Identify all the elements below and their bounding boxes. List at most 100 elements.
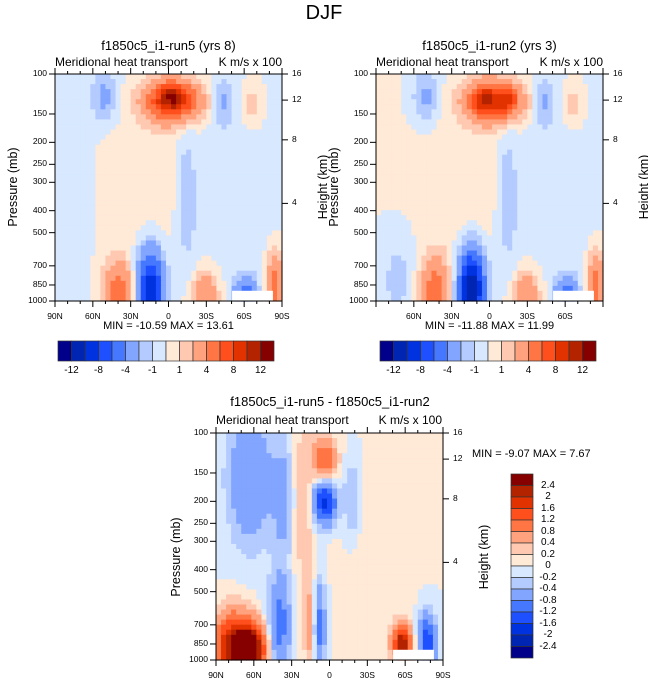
contour-cell (60, 109, 66, 115)
contour-cell (55, 154, 61, 161)
contour-cell (557, 84, 564, 90)
contour-cell (85, 255, 91, 262)
contour-cell (231, 195, 238, 201)
contour-cell (95, 159, 101, 166)
contour-cell (186, 205, 192, 211)
contour-cell (276, 164, 283, 171)
contour-cell (201, 84, 207, 90)
contour-cell (567, 220, 574, 226)
contour-cell (486, 134, 493, 141)
contour-cell (241, 230, 248, 237)
contour-cell (95, 109, 101, 115)
contour-cell (456, 280, 463, 287)
contour-cell (577, 134, 584, 141)
contour-cell (115, 99, 122, 105)
contour-cell (421, 265, 428, 272)
contour-cell (276, 179, 283, 186)
contour-cell (567, 245, 574, 252)
contour-cell (80, 74, 86, 80)
contour-cell (476, 215, 483, 221)
contour-cell (352, 483, 358, 490)
contour-cell (377, 453, 384, 459)
contour-cell (75, 215, 81, 221)
contour-cell (231, 468, 237, 474)
contour-cell (406, 230, 412, 237)
contour-cell (196, 205, 202, 211)
contour-cell (582, 154, 589, 161)
contour-cell (316, 438, 323, 444)
contour-cell (251, 508, 257, 515)
contour-cell (502, 159, 508, 166)
contour-cell (512, 159, 518, 166)
contour-cell (60, 195, 66, 201)
contour-cell (352, 438, 358, 444)
contour-cell (537, 190, 544, 196)
contour-cell (431, 159, 438, 166)
contour-cell (271, 164, 278, 171)
contour-cell (411, 190, 417, 196)
contour-cell (522, 215, 528, 221)
contour-cell (562, 215, 569, 221)
contour-cell (125, 270, 132, 277)
contour-cell (256, 453, 262, 459)
contour-cell (567, 210, 574, 216)
contour-cell (502, 129, 508, 136)
contour-cell (216, 518, 222, 525)
contour-cell (236, 139, 243, 146)
contour-cell (100, 169, 107, 176)
contour-cell (532, 255, 539, 262)
contour-cell (150, 124, 157, 131)
contour-cell (587, 154, 594, 161)
contour-cell (181, 265, 187, 272)
contour-cell (386, 174, 392, 181)
contour-cell (70, 230, 76, 237)
contour-cell (507, 195, 513, 201)
contour-cell (381, 210, 387, 216)
contour-cell (446, 250, 453, 257)
contour-cell (512, 270, 518, 277)
contour-cell (592, 240, 599, 247)
contour-cell (246, 433, 252, 439)
contour-cell (426, 164, 433, 171)
contour-cell (201, 149, 207, 156)
contour-cell (236, 220, 243, 226)
contour-cell (376, 119, 382, 126)
contour-cell (130, 169, 137, 176)
contour-cell (226, 260, 233, 267)
contour-cell (362, 488, 368, 495)
contour-cell (191, 79, 197, 85)
contour-cell (150, 275, 157, 282)
contour-cell (381, 149, 387, 156)
contour-cell (95, 144, 101, 151)
contour-cell (251, 270, 258, 277)
contour-cell (246, 129, 253, 136)
contour-cell (592, 124, 599, 131)
contour-cell (522, 174, 528, 181)
contour-cell (135, 255, 142, 262)
contour-cell (387, 433, 394, 439)
contour-cell (261, 149, 268, 156)
colorbar-box (246, 340, 261, 362)
contour-cell (95, 169, 101, 176)
contour-cell (55, 169, 61, 176)
contour-cell (276, 290, 283, 297)
contour-cell (211, 230, 218, 237)
contour-cell (402, 478, 409, 485)
contour-cell (426, 109, 433, 115)
contour-cell (206, 195, 212, 201)
contour-cell (221, 265, 228, 272)
contour-cell (532, 220, 539, 226)
contour-cell (100, 190, 107, 196)
contour-cell (397, 478, 404, 485)
contour-cell (401, 285, 407, 292)
contour-cell (431, 205, 438, 211)
contour-cell (547, 114, 554, 120)
contour-cell (271, 443, 278, 449)
contour-cell (165, 174, 172, 181)
contour-cell (436, 149, 443, 156)
contour-cell (155, 250, 162, 257)
contour-cell (100, 144, 107, 151)
contour-cell (441, 205, 448, 211)
contour-cell (436, 200, 443, 206)
contour-cell (321, 438, 328, 444)
